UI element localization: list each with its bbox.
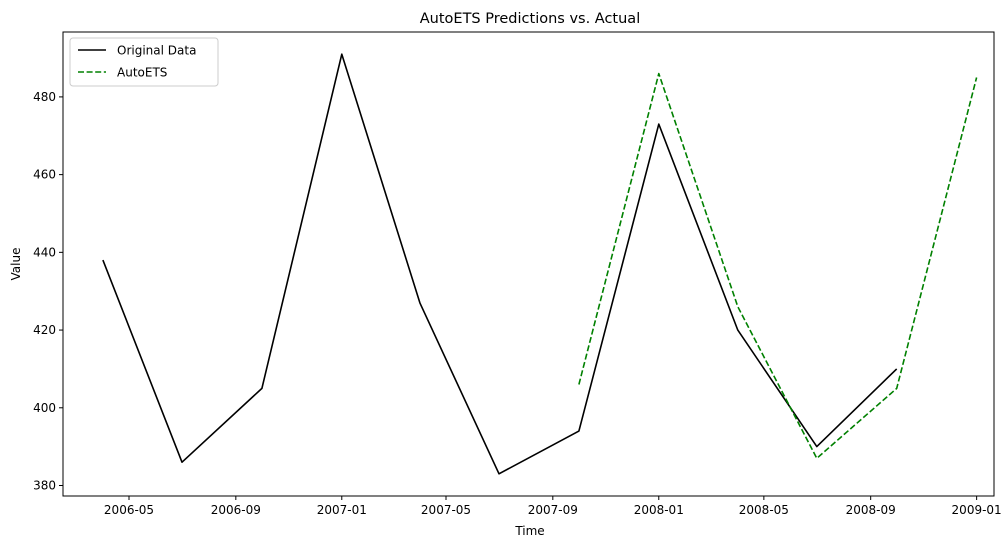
y-tick-label: 420 [33, 323, 56, 337]
y-tick-label: 440 [33, 245, 56, 259]
x-tick-label: 2006-09 [211, 503, 261, 517]
x-tick-label: 2008-01 [634, 503, 684, 517]
x-tick-label: 2008-09 [846, 503, 896, 517]
x-tick-label: 2007-09 [528, 503, 578, 517]
legend-box [69, 37, 219, 87]
x-axis: 2006-05 2006-09 2007-01 2007-05 2007-09 2008-… [104, 496, 1002, 517]
series-layer [102, 53, 978, 475]
series-line-original-data [102, 53, 898, 475]
x-tick-label: 2007-01 [317, 503, 367, 517]
y-tick-label: 460 [33, 168, 56, 182]
x-tick-label: 2008-05 [739, 503, 789, 517]
series-line-autoets [578, 72, 978, 460]
x-tick-label: 2007-05 [421, 503, 471, 517]
plot-frame [62, 31, 995, 497]
x-tick-label: 2009-01 [952, 503, 1002, 517]
y-tick-label: 480 [33, 90, 56, 104]
y-axis-label: Value [9, 248, 23, 281]
y-tick-label: 380 [33, 479, 56, 493]
legend: Original Data AutoETS [69, 37, 219, 87]
x-tick-label: 2006-05 [104, 503, 154, 517]
legend-label-autoets: AutoETS [117, 66, 167, 80]
y-tick-label: 400 [33, 401, 56, 415]
y-axis: 380 400 420 440 460 480 [33, 90, 63, 493]
legend-label-original: Original Data [117, 44, 196, 58]
x-axis-label: Time [514, 524, 544, 538]
chart-title: AutoETS Predictions vs. Actual [420, 11, 640, 27]
